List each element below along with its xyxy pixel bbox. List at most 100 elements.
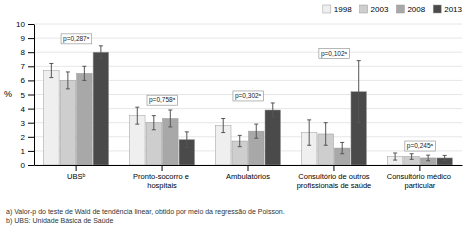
error-line <box>309 120 310 145</box>
y-tick-mark <box>28 137 34 138</box>
y-tick-label: 6 <box>21 76 26 85</box>
error-line <box>256 124 257 138</box>
error-cap <box>82 80 86 81</box>
y-tick-label: 5 <box>21 91 26 100</box>
error-line <box>223 118 224 132</box>
x-tick: Pronto-socorro e hospitais <box>133 165 191 190</box>
error-cap <box>254 138 258 139</box>
y-tick-label: 10 <box>16 20 25 29</box>
legend-item: 2003 <box>360 5 389 14</box>
error-cap <box>238 146 242 147</box>
series <box>77 73 436 165</box>
grid <box>34 24 462 165</box>
error-cap <box>152 129 156 130</box>
y-tick: 7 <box>21 62 34 71</box>
legend-swatch <box>323 5 331 13</box>
error-line <box>358 61 359 123</box>
y-tick: 4 <box>21 105 34 114</box>
error-cap <box>357 60 361 61</box>
y-tick: 6 <box>21 76 34 85</box>
error-line <box>428 155 429 161</box>
error-cap <box>340 142 344 143</box>
x-tick: Ambulatórios <box>226 165 270 181</box>
error-line <box>51 63 52 77</box>
error-bar <box>135 107 139 124</box>
error-cap <box>82 66 86 67</box>
x-tick-label: Consultório de outrosprofissionais de sa… <box>297 172 372 190</box>
x-tick-label-line: profissionais de saúde <box>297 181 372 190</box>
y-axis-line <box>34 25 35 166</box>
annotation-box <box>405 141 436 151</box>
y-tick-label: 1 <box>21 147 26 156</box>
error-bar <box>99 46 103 59</box>
x-tick: Consultório de outrosprofissionais de sa… <box>297 165 372 190</box>
error-line <box>272 103 273 117</box>
annotation: p=0,245ᵃ <box>405 141 436 151</box>
annotation-box <box>233 91 264 101</box>
error-line <box>186 132 187 148</box>
annotation: p=0,102ᵃ <box>319 49 350 59</box>
bar <box>44 71 60 165</box>
y-tick-mark <box>28 24 34 25</box>
error-line <box>170 110 171 127</box>
error-bars <box>99 46 447 161</box>
error-cap <box>49 77 53 78</box>
annotation-box <box>147 95 178 105</box>
error-cap <box>66 71 70 72</box>
y-axis-title: % <box>4 89 12 99</box>
error-bar <box>357 61 361 123</box>
error-line <box>67 72 68 89</box>
error-cap <box>99 58 103 59</box>
error-bar <box>221 118 225 132</box>
error-cap <box>426 160 430 161</box>
error-bars <box>82 66 430 160</box>
error-cap <box>168 110 172 111</box>
annotation-box <box>61 34 92 44</box>
error-bars <box>66 72 414 159</box>
annotations: p=0,287ᵃ p=0,758ᵃ p=0,302ᵃ p=0,102ᵃ p=0,245ᵃ <box>61 34 435 151</box>
x-tick-label-line: particular <box>404 181 435 190</box>
y-tick: 9 <box>21 34 34 43</box>
y-tick: 10 <box>16 20 34 29</box>
error-bar <box>271 103 275 117</box>
legend-swatch <box>360 5 368 13</box>
legend-label: 2003 <box>371 5 389 14</box>
error-cap <box>185 131 189 132</box>
error-bar <box>426 155 430 161</box>
annotation-text: p=0,758ᵃ <box>149 96 176 104</box>
x-tick-label-line: UBSᵇ <box>67 172 85 181</box>
error-bar <box>82 66 86 80</box>
error-cap <box>410 153 414 154</box>
legend: 1998200320082013 <box>323 5 463 14</box>
error-line <box>444 155 445 160</box>
y-tick-label: 0 <box>21 161 26 170</box>
error-bar <box>443 155 447 160</box>
error-cap <box>324 122 328 123</box>
legend-label: 1998 <box>334 5 352 14</box>
x-axis: UBSᵇ Pronto-socorro e hospitais Ambulatóri… <box>35 165 463 190</box>
legend-item: 2013 <box>433 5 462 14</box>
x-tick-mark <box>162 165 163 171</box>
y-tick-mark <box>28 95 34 96</box>
error-cap <box>357 122 361 123</box>
y-tick: 0 <box>21 161 34 170</box>
footnote: a) Valor-p do teste de Wald de tendência… <box>6 208 285 216</box>
error-line <box>411 154 412 160</box>
error-bar <box>307 120 311 145</box>
error-cap <box>254 124 258 125</box>
x-tick-mark <box>76 165 77 171</box>
y-tick-mark <box>28 109 34 110</box>
x-tick-mark <box>333 165 334 171</box>
error-bar <box>254 124 258 138</box>
error-bar <box>66 72 70 89</box>
bar <box>93 52 109 165</box>
y-tick-label: 7 <box>21 62 26 71</box>
error-cap <box>238 135 242 136</box>
error-bars <box>49 63 397 160</box>
error-cap <box>393 153 397 154</box>
grid-line <box>34 24 462 25</box>
y-tick-mark <box>28 80 34 81</box>
error-cap <box>135 107 139 108</box>
annotation-text: p=0,287ᵃ <box>63 35 90 43</box>
annotation-text: p=0,302ᵃ <box>235 92 262 100</box>
